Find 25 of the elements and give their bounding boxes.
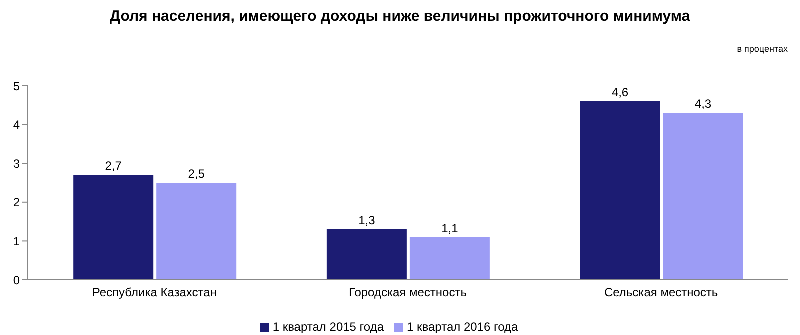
y-tick-label: 0 (13, 273, 20, 288)
y-tick-label: 1 (13, 234, 20, 248)
x-tick-label: Городская местность (349, 286, 467, 300)
x-tick-label: Сельская местность (604, 286, 718, 300)
bar (326, 230, 407, 280)
bar (410, 237, 490, 280)
data-label: 4,3 (694, 97, 712, 112)
y-tick-label: 2 (13, 196, 20, 210)
data-label: 4,6 (612, 86, 629, 100)
legend-label: 1 квартал 2015 года (272, 320, 384, 334)
y-tick-label: 5 (13, 79, 20, 94)
data-label: 1,1 (442, 221, 459, 236)
x-tick-label: Республика Казахстан (92, 286, 217, 300)
data-label: 2,5 (188, 167, 206, 181)
bar (74, 175, 154, 280)
data-label: 2,7 (105, 159, 122, 174)
y-tick-label: 3 (13, 156, 20, 171)
text: в процентах (737, 44, 788, 54)
chart-title: Доля населения, имеющего доходы ниже величины прожиточного минимума (108, 8, 692, 25)
legend-label: 1 квартал 2016 года (407, 320, 518, 334)
y-tick-label: 4 (13, 118, 20, 132)
bar (580, 102, 660, 280)
bar (663, 113, 744, 280)
data-label: 1,3 (358, 214, 376, 228)
bar (156, 183, 237, 280)
